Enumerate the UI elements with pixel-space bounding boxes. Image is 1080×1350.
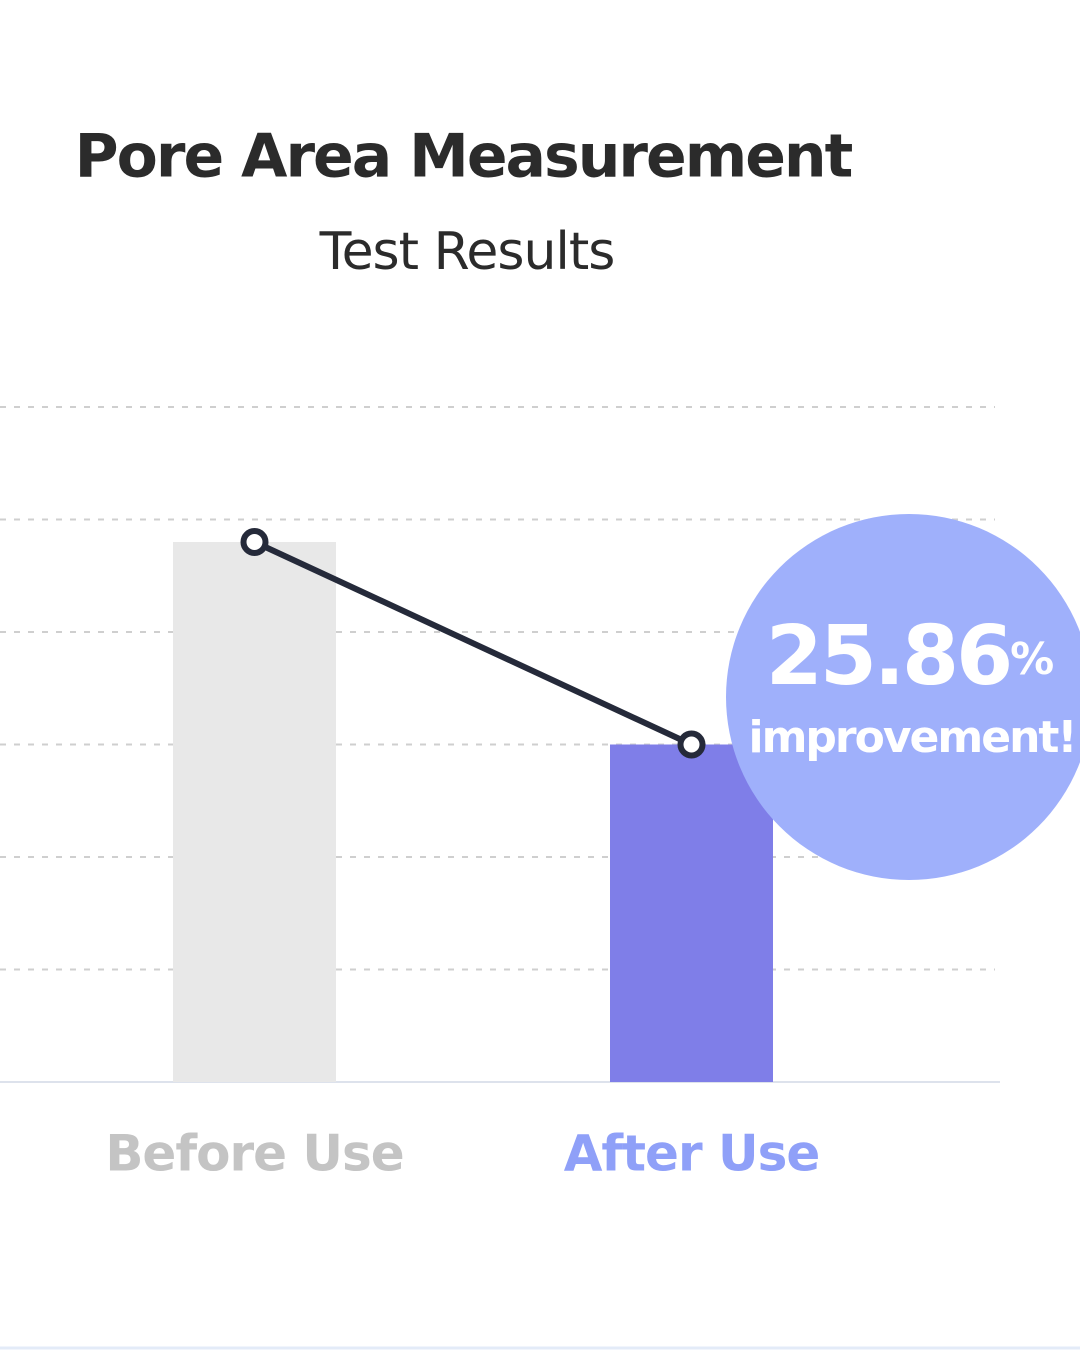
x-tick-label: Before Use [105,1125,403,1183]
annotation-number: 25.86 [766,609,1010,704]
annotation-bubble [726,514,1080,880]
trend-marker [240,528,269,556]
chart-title: Pore Area Measurement [75,122,853,192]
trend-line [253,539,693,748]
annotation-value: 25.86% [766,609,1054,704]
x-tick-label: After Use [564,1125,820,1183]
bar [610,744,773,1082]
bar [173,542,336,1082]
annotation-text: improvement! [749,712,1076,763]
trend-marker [677,730,706,759]
chart-subtitle: Test Results [319,222,615,282]
annotation-unit: % [1010,634,1054,685]
